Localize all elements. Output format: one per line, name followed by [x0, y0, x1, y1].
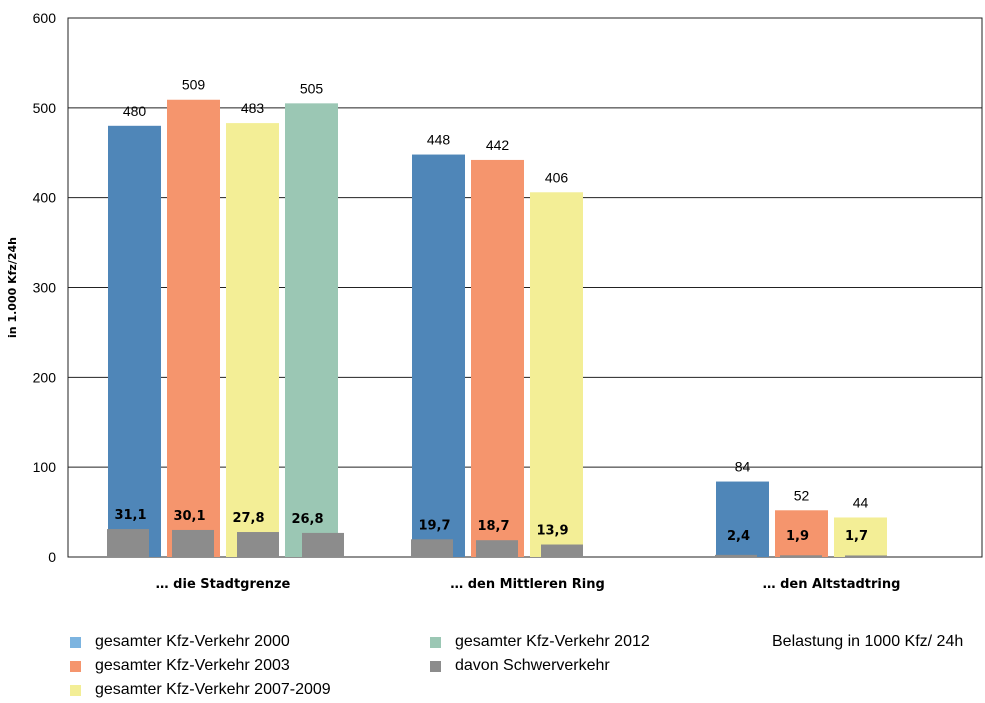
- heavy-value-label: 1,9: [786, 529, 809, 544]
- legend-item-2003: gesamter Kfz-Verkehr 2003: [70, 657, 290, 675]
- legend-label-2000: gesamter Kfz-Verkehr 2000: [95, 633, 290, 650]
- bar-1-2: [775, 510, 828, 557]
- bar-0-2: [716, 481, 769, 557]
- legend-label-2012: gesamter Kfz-Verkehr 2012: [455, 633, 650, 650]
- bar-0-1: [412, 154, 465, 557]
- legend-item-2012: gesamter Kfz-Verkehr 2012: [430, 633, 650, 651]
- heavy-value-label: 30,1: [173, 509, 205, 524]
- heavy-value-label: 31,1: [114, 508, 146, 523]
- legend-swatch-2000: [70, 636, 81, 648]
- bar-1-0: [167, 99, 220, 557]
- heavy-bar-3-0: [302, 532, 344, 557]
- y-tick-label: 500: [33, 100, 57, 116]
- bar-value-label: 52: [794, 487, 810, 503]
- legend-label-2007-2009: gesamter Kfz-Verkehr 2007-2009: [95, 681, 331, 698]
- heavy-value-label: 26,8: [291, 512, 323, 527]
- heavy-value-label: 1,7: [845, 529, 868, 544]
- bar-value-label: 483: [241, 100, 265, 116]
- heavy-value-label: 18,7: [477, 519, 509, 534]
- heavy-bar-2-2: [845, 555, 887, 557]
- y-tick-label: 400: [33, 190, 57, 206]
- y-tick-label: 0: [48, 549, 56, 565]
- x-category-label: … die Stadtgrenze: [156, 577, 291, 592]
- bar-value-label: 505: [300, 80, 324, 96]
- legend-swatch-2012: [430, 636, 441, 648]
- legend-swatch-2003: [70, 660, 81, 672]
- legend-label-2003: gesamter Kfz-Verkehr 2003: [95, 657, 290, 674]
- unit-note: Belastung in 1000 Kfz/ 24h: [772, 633, 964, 650]
- heavy-value-label: 27,8: [232, 511, 264, 526]
- bar-value-label: 406: [545, 169, 569, 185]
- heavy-value-label: 19,7: [418, 518, 450, 533]
- y-tick-label: 100: [33, 459, 57, 475]
- bar-value-label: 442: [486, 137, 510, 153]
- y-tick-label: 300: [33, 280, 57, 296]
- heavy-bar-1-2: [780, 555, 822, 557]
- bar-1-1: [471, 159, 524, 558]
- y-tick-label: 600: [33, 10, 57, 26]
- legend-item-2000: gesamter Kfz-Verkehr 2000: [70, 633, 290, 651]
- heavy-bar-2-0: [237, 532, 279, 557]
- bar-2-2: [834, 517, 887, 557]
- bar-value-label: 448: [427, 132, 451, 148]
- legend-label-schwerverkehr: davon Schwerverkehr: [455, 657, 610, 674]
- heavy-bar-0-1: [411, 539, 453, 557]
- bar-2-1: [530, 192, 583, 557]
- bar-chart: 0 100 200 300 400 500 600 in 1.000 Kfz/24h 480 31…: [6, 10, 983, 592]
- heavy-bar-0-0: [107, 529, 149, 557]
- bar-value-label: 509: [182, 77, 206, 93]
- bar-3-0: [285, 103, 338, 557]
- heavy-bar-1-0: [172, 529, 214, 557]
- bar-value-label: 84: [735, 459, 751, 475]
- x-category-label: … den Altstadtring: [763, 577, 901, 592]
- heavy-bar-2-1: [541, 544, 583, 557]
- heavy-value-label: 2,4: [727, 529, 750, 544]
- bar-value-label: 44: [853, 494, 869, 510]
- legend-swatch-2007-2009: [70, 684, 81, 696]
- legend-swatch-schwerverkehr: [430, 660, 441, 672]
- bar-2-0: [226, 123, 279, 557]
- y-axis-label: in 1.000 Kfz/24h: [6, 237, 19, 338]
- legend-item-schwerverkehr: davon Schwerverkehr: [430, 657, 610, 675]
- legend-item-2007-2009: gesamter Kfz-Verkehr 2007-2009: [70, 681, 331, 699]
- bar-value-label: 480: [123, 103, 147, 119]
- x-category-label: … den Mittleren Ring: [450, 577, 605, 592]
- heavy-bar-0-2: [715, 554, 757, 557]
- y-tick-label: 200: [33, 369, 57, 385]
- bar-0-0: [108, 125, 161, 558]
- heavy-bar-1-1: [476, 540, 518, 557]
- heavy-value-label: 13,9: [536, 524, 568, 539]
